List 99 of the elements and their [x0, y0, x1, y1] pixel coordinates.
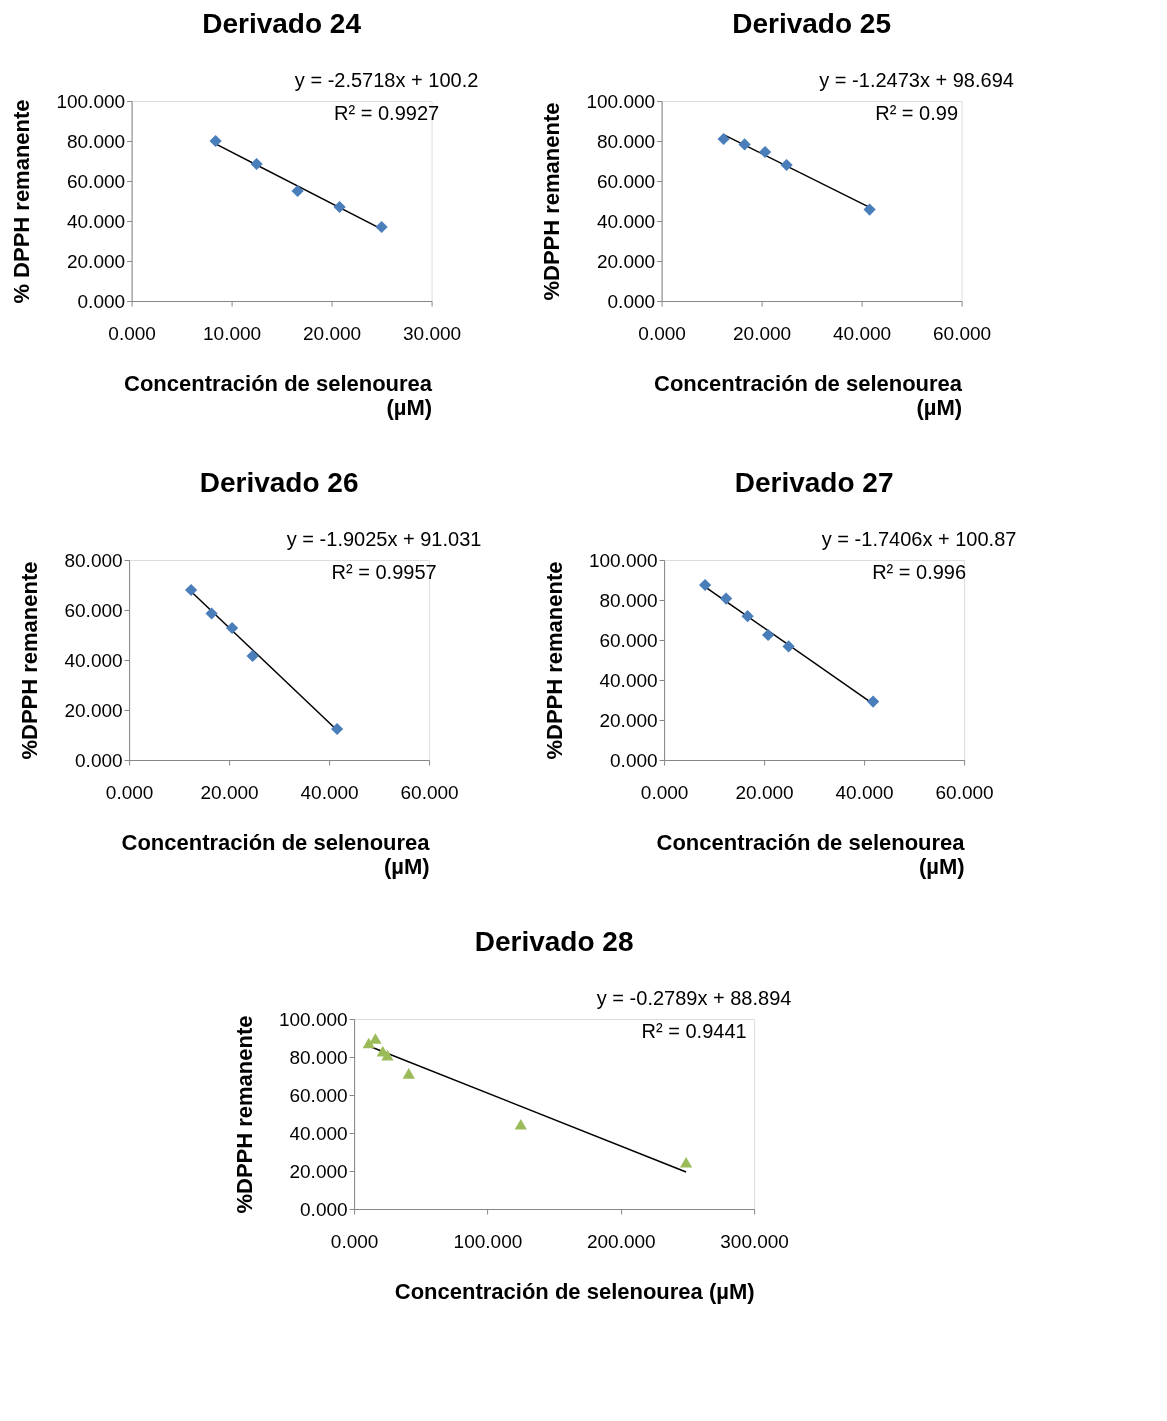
annotation: R² = 0.9441 — [641, 1020, 747, 1042]
x-tick-label: 20.000 — [303, 322, 362, 344]
y-tick-label: 20.000 — [596, 250, 656, 272]
x-tick-label: 30.000 — [403, 322, 462, 344]
text: y = -2.5718x + 100.2 — [294, 69, 479, 91]
y-tick-label: 40.000 — [599, 669, 658, 691]
x-tick-label: 300.000 — [720, 1230, 789, 1252]
annotation: R² = 0.9957 — [331, 561, 437, 583]
y-tick-label: 40.000 — [66, 210, 126, 232]
point — [698, 578, 712, 592]
point — [741, 610, 754, 623]
point — [780, 158, 793, 172]
point — [782, 640, 795, 653]
x-tick-label: 0.000 — [638, 322, 686, 344]
x-tick-label: 0.000 — [108, 322, 156, 344]
y-tick-label: 80.000 — [599, 589, 658, 611]
point — [719, 592, 733, 605]
point — [333, 200, 346, 214]
annotation: R² = 0.99 — [875, 102, 959, 124]
text: y = -1.2473x + 98.694 — [819, 69, 1014, 91]
x-tick-label: 200.000 — [586, 1230, 656, 1252]
y-tick-label: 100.000 — [56, 90, 126, 112]
text: y = -0.2789x + 88.894 — [596, 987, 792, 1009]
y-tick-label: 100.000 — [278, 1008, 348, 1030]
point — [758, 145, 772, 159]
point — [381, 1049, 394, 1061]
point — [246, 649, 259, 663]
y-axis-title: %DPPH remanente — [541, 561, 567, 760]
text: y = -1.9025x + 91.031 — [286, 528, 482, 550]
point — [866, 695, 880, 708]
annotation: R² = 0.996 — [872, 561, 967, 583]
y-tick-label: 100.000 — [586, 90, 656, 112]
x-tick-label: 0.000 — [330, 1230, 379, 1252]
x-axis-title: Concentración de selenourea (µM) — [394, 1278, 755, 1304]
point — [863, 203, 876, 216]
chart-title: Derivado 26 — [199, 467, 359, 498]
y-tick-label: 60.000 — [596, 170, 656, 192]
y-axis-title: %DPPH remanente — [231, 1015, 257, 1214]
point — [514, 1118, 527, 1130]
y-tick-label: 60.000 — [64, 599, 123, 621]
x-tick-label: 0.000 — [105, 781, 154, 803]
annotation: R² = 0.9927 — [334, 102, 440, 124]
y-tick-label: 0.000 — [610, 749, 658, 771]
y-tick-label: 20.000 — [599, 709, 658, 731]
x-tick-label: 100.000 — [453, 1230, 523, 1252]
x-tick-label: 60.000 — [400, 781, 459, 803]
x-tick-label: 20.000 — [735, 781, 794, 803]
point — [402, 1068, 415, 1079]
x-tick-label: 20.000 — [733, 322, 792, 344]
y-tick-label: 100.000 — [588, 549, 658, 571]
x-axis-title: Concentración de selenourea (µM) — [121, 829, 431, 879]
y-axis-title: % DPPH remanente — [9, 99, 35, 304]
y-tick-label: 60.000 — [289, 1084, 348, 1106]
x-tick-label: 60.000 — [933, 322, 992, 344]
chart-title: Derivado 25 — [732, 8, 891, 39]
point — [375, 220, 388, 234]
point — [250, 157, 263, 171]
y-tick-label: 80.000 — [66, 130, 126, 152]
y-tick-label: 0.000 — [607, 290, 656, 312]
point — [738, 138, 751, 151]
y-tick-label: 20.000 — [289, 1160, 348, 1182]
y-axis-title: %DPPH remanente — [17, 561, 43, 760]
x-axis-title: Concentración de selenourea (µM) — [654, 370, 963, 420]
point — [679, 1156, 693, 1168]
point — [225, 621, 239, 635]
point — [184, 583, 198, 597]
point — [330, 722, 344, 736]
x-tick-label: 40.000 — [835, 781, 894, 803]
x-tick-label: 0.000 — [640, 781, 689, 803]
y-tick-label: 40.000 — [64, 649, 123, 671]
point — [761, 628, 775, 642]
y-tick-label: 20.000 — [66, 250, 126, 272]
y-tick-label: 80.000 — [596, 130, 656, 152]
point — [717, 132, 730, 146]
y-tick-label: 40.000 — [596, 210, 656, 232]
y-tick-label: 60.000 — [66, 170, 126, 192]
text: y = -1.7406x + 100.87 — [821, 528, 1017, 550]
y-axis-title: %DPPH remanente — [539, 102, 565, 301]
x-tick-label: 10.000 — [203, 322, 262, 344]
x-tick-label: 20.000 — [200, 781, 259, 803]
y-tick-label: 80.000 — [289, 1046, 348, 1068]
y-tick-label: 0.000 — [300, 1198, 348, 1220]
chart-title: Derivado 28 — [474, 926, 634, 957]
point — [369, 1033, 382, 1044]
x-tick-label: 40.000 — [833, 322, 892, 344]
point — [209, 134, 222, 148]
x-axis-title: Concentración de selenourea (µM) — [124, 370, 433, 420]
y-tick-label: 40.000 — [289, 1122, 348, 1144]
chart-title: Derivado 24 — [202, 8, 362, 39]
point — [205, 607, 218, 620]
x-tick-label: 60.000 — [935, 781, 994, 803]
x-axis-title: Concentración de selenourea (µM) — [656, 829, 966, 879]
y-tick-label: 20.000 — [64, 699, 123, 721]
y-tick-label: 0.000 — [77, 290, 126, 312]
y-tick-label: 60.000 — [599, 629, 658, 651]
chart-title: Derivado 27 — [734, 467, 894, 498]
y-tick-label: 80.000 — [64, 549, 123, 571]
point — [291, 184, 304, 198]
y-tick-label: 0.000 — [75, 749, 123, 771]
